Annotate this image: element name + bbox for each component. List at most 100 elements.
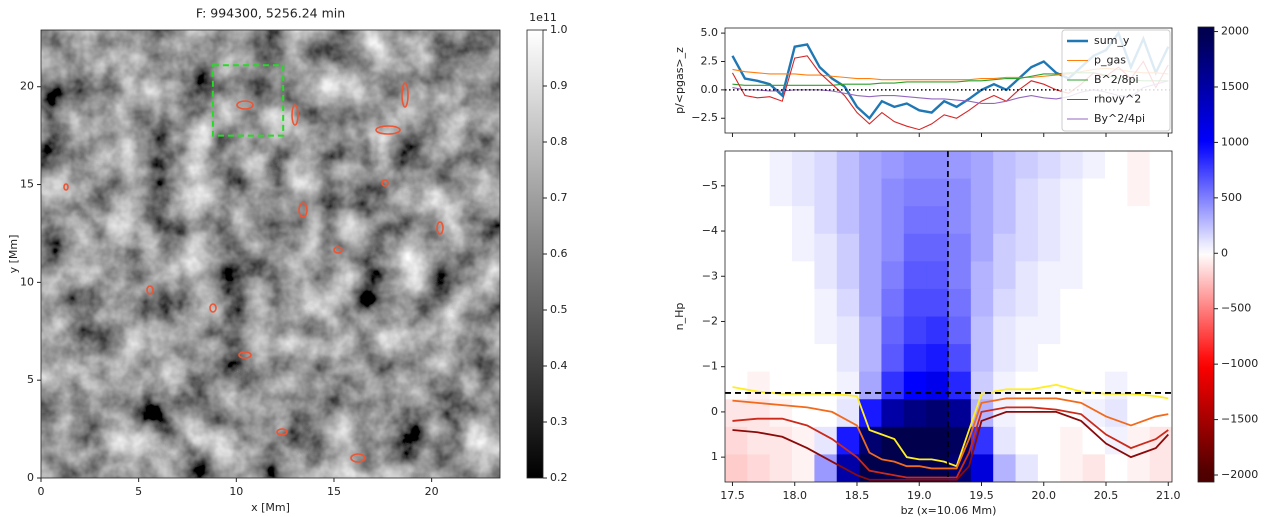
heatmap-cell [725, 371, 748, 400]
heatmap-cell [814, 233, 838, 262]
heatmap-cell [903, 233, 927, 262]
heatmap-cell [1127, 206, 1151, 235]
legend-label: rhovy^2 [1094, 93, 1141, 106]
heatmap-cell [970, 316, 994, 345]
x-tick-label: 18.5 [845, 489, 870, 502]
heatmap-cell [1060, 454, 1084, 482]
heatmap-cell [1104, 151, 1128, 180]
heatmap-cell [881, 316, 905, 345]
heatmap-cell [993, 288, 1017, 318]
heatmap-cell [1082, 316, 1106, 345]
heatmap-cell [1082, 233, 1106, 262]
heatmap-cell [747, 454, 771, 482]
heatmap-cell [970, 151, 994, 180]
legend-label: By^2/4pi [1094, 112, 1145, 125]
heatmap-cell [1015, 206, 1039, 235]
blob [381, 179, 389, 187]
heatmap-cell [926, 344, 950, 373]
heatmap-cell [1149, 344, 1172, 373]
heatmap-cell [993, 371, 1017, 400]
heatmap-cell [1149, 206, 1172, 235]
y-tick-label: 0 [711, 405, 718, 418]
heatmap-cell [1060, 288, 1084, 318]
heatmap-cell [903, 426, 927, 456]
heatmap-cell [836, 288, 860, 318]
x-tick-label: 15 [327, 485, 341, 498]
heatmap-cell [747, 178, 771, 207]
heatmap-cell [769, 233, 793, 262]
heatmap-cell [1127, 288, 1151, 318]
heatmap-cell [814, 399, 838, 428]
colorbar-tick-label: 500 [1221, 191, 1242, 204]
heatmap-cell [1037, 454, 1061, 482]
heatmap-cell [769, 261, 793, 290]
y-tick-label: −1 [702, 360, 718, 373]
heatmap-cell [1015, 261, 1039, 290]
heatmap-cell [1037, 344, 1061, 373]
heatmap-cell [926, 151, 950, 180]
chart-title: F: 994300, 5256.24 min [196, 6, 345, 21]
heatmap-cell [993, 344, 1017, 373]
heatmap-cell [725, 288, 748, 318]
heatmap-cell [1015, 151, 1039, 180]
heatmap-cell [792, 371, 815, 400]
heatmap-cell [814, 371, 838, 400]
heatmap-cell [769, 206, 793, 235]
heatmap-cell [747, 288, 771, 318]
heatmap-cell [948, 371, 972, 400]
heatmap-cell [1015, 426, 1039, 456]
heatmap-cell [1060, 151, 1084, 180]
heatmap-cell [1015, 399, 1039, 428]
heatmap-cell [948, 454, 972, 482]
heatmap-cell [881, 178, 905, 207]
heatmap-cell [792, 206, 815, 235]
legend-label: p_gas [1094, 54, 1126, 67]
heatmap-cell [814, 344, 838, 373]
heatmap-cell [814, 206, 838, 235]
colorbar-tick-label: 0.6 [550, 247, 568, 260]
heatmap-cell [836, 316, 860, 345]
blob [291, 104, 299, 126]
heatmap-cell [725, 178, 748, 207]
heatmap-cell [926, 371, 950, 400]
heatmap-cell [926, 233, 950, 262]
heatmap-cell [1104, 371, 1128, 400]
heatmap-cell [1082, 344, 1106, 373]
heatmap-cell [1015, 178, 1039, 207]
y-tick-label: −3 [702, 269, 718, 282]
heatmap-cell [993, 454, 1017, 482]
heatmap-cell [903, 454, 927, 482]
heatmap-cell [993, 261, 1017, 290]
heatmap-cell [993, 233, 1017, 262]
colorbar-tick-label: 0.8 [550, 135, 568, 148]
y-tick-label: 5 [27, 373, 34, 386]
colorbar-tick-label: 0.2 [550, 471, 568, 484]
colorbar-tick-label: 1.0 [550, 23, 568, 36]
legend: sum_y p_gas B^2/8pi rhovy^2 By^2/4pi [1061, 29, 1171, 132]
contour-line [732, 406, 1169, 479]
heatmap-cell [1149, 233, 1172, 262]
heatmap-cell [769, 371, 793, 400]
heatmap-cell [948, 151, 972, 180]
heatmap-cell [1037, 233, 1061, 262]
heatmap-cell [1015, 288, 1039, 318]
heatmap-cell [1060, 344, 1084, 373]
heatmap-cell [859, 371, 883, 400]
heatmap-cell [859, 316, 883, 345]
heatmap-cell [859, 233, 883, 262]
contour-line [732, 397, 1169, 470]
x-tick-label: 5 [135, 485, 142, 498]
heatmap-cell [1149, 178, 1172, 207]
heatmap-cell [792, 426, 815, 456]
x-tick-label: 17.5 [720, 489, 745, 502]
heatmap-cell [970, 178, 994, 207]
y-axis-label: p/<pgas>_z [673, 47, 686, 114]
heatmap-cell [1060, 426, 1084, 456]
heatmap-cell [1127, 151, 1151, 180]
colorbar-tick-label: 2000 [1221, 25, 1249, 38]
heatmap-cell [1015, 454, 1039, 482]
heatmap-cell [725, 399, 748, 428]
colorbar-tick-label: 0.5 [550, 303, 568, 316]
